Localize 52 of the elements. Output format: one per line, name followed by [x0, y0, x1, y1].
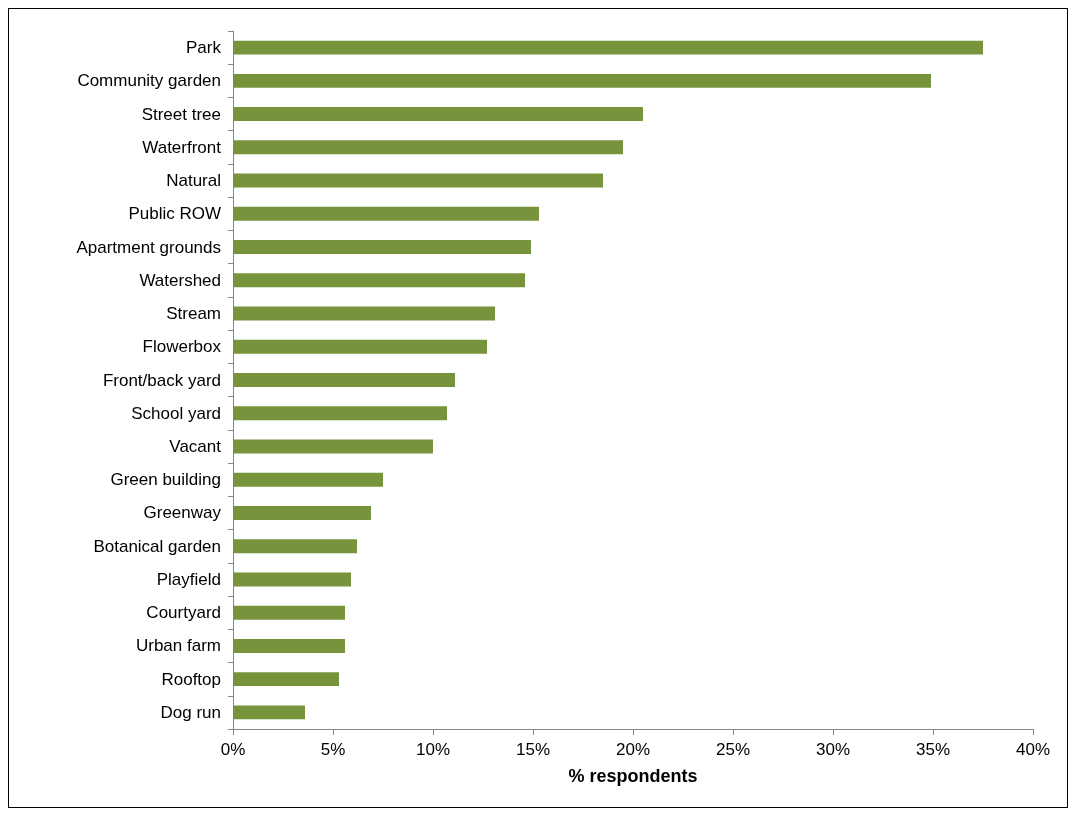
bar [233, 539, 357, 554]
bar [233, 406, 447, 421]
y-tick-label: Watershed [139, 270, 221, 290]
bar [233, 705, 305, 720]
y-tick-label: Waterfront [142, 137, 222, 157]
bar [233, 40, 983, 55]
bar [233, 339, 487, 354]
bar [233, 572, 351, 587]
y-tick-label: Vacant [169, 436, 222, 456]
y-tick-label: Flowerbox [142, 337, 222, 357]
bar [233, 273, 525, 288]
x-tick-label: 5% [320, 740, 346, 759]
bar [233, 206, 539, 221]
x-tick-label: 20% [615, 740, 651, 759]
bar [233, 240, 531, 255]
bar [233, 439, 433, 454]
x-tick-label: 25% [715, 740, 751, 759]
bar [233, 140, 623, 155]
y-tick-label: Greenway [143, 503, 222, 523]
x-tick-label: 35% [915, 740, 951, 759]
x-tick-label: 10% [415, 740, 451, 759]
bar [233, 472, 383, 487]
bar [233, 672, 339, 687]
bar [233, 638, 345, 653]
x-tick-label: 0% [220, 740, 246, 759]
y-tick-label: Public ROW [128, 204, 221, 224]
bar [233, 73, 931, 88]
y-tick-label: Community garden [77, 71, 221, 91]
x-tick-label: 40% [1015, 740, 1051, 759]
bar [233, 107, 643, 122]
y-tick-label: School yard [131, 403, 221, 423]
y-tick-label: Green building [110, 470, 221, 490]
y-tick-label: Front/back yard [102, 370, 221, 390]
y-tick-label: Playfield [156, 569, 221, 589]
bar [233, 505, 371, 520]
bar [233, 605, 345, 620]
x-axis-title: % respondents [568, 766, 698, 786]
bar [233, 306, 495, 321]
y-tick-label: Courtyard [146, 603, 221, 623]
y-tick-label: Rooftop [161, 669, 221, 689]
y-tick-label: Urban farm [135, 636, 221, 656]
y-tick-label: Park [186, 38, 222, 58]
y-tick-label: Stream [166, 304, 221, 324]
x-tick-label: 30% [815, 740, 851, 759]
bar [233, 173, 603, 188]
y-tick-label: Apartment grounds [76, 237, 221, 257]
y-tick-label: Dog run [160, 702, 221, 722]
bar [233, 373, 455, 387]
y-tick-label: Botanical garden [93, 536, 221, 556]
y-tick-label: Natural [166, 171, 221, 191]
x-tick-label: 15% [515, 740, 551, 759]
y-tick-label: Street tree [141, 104, 221, 124]
